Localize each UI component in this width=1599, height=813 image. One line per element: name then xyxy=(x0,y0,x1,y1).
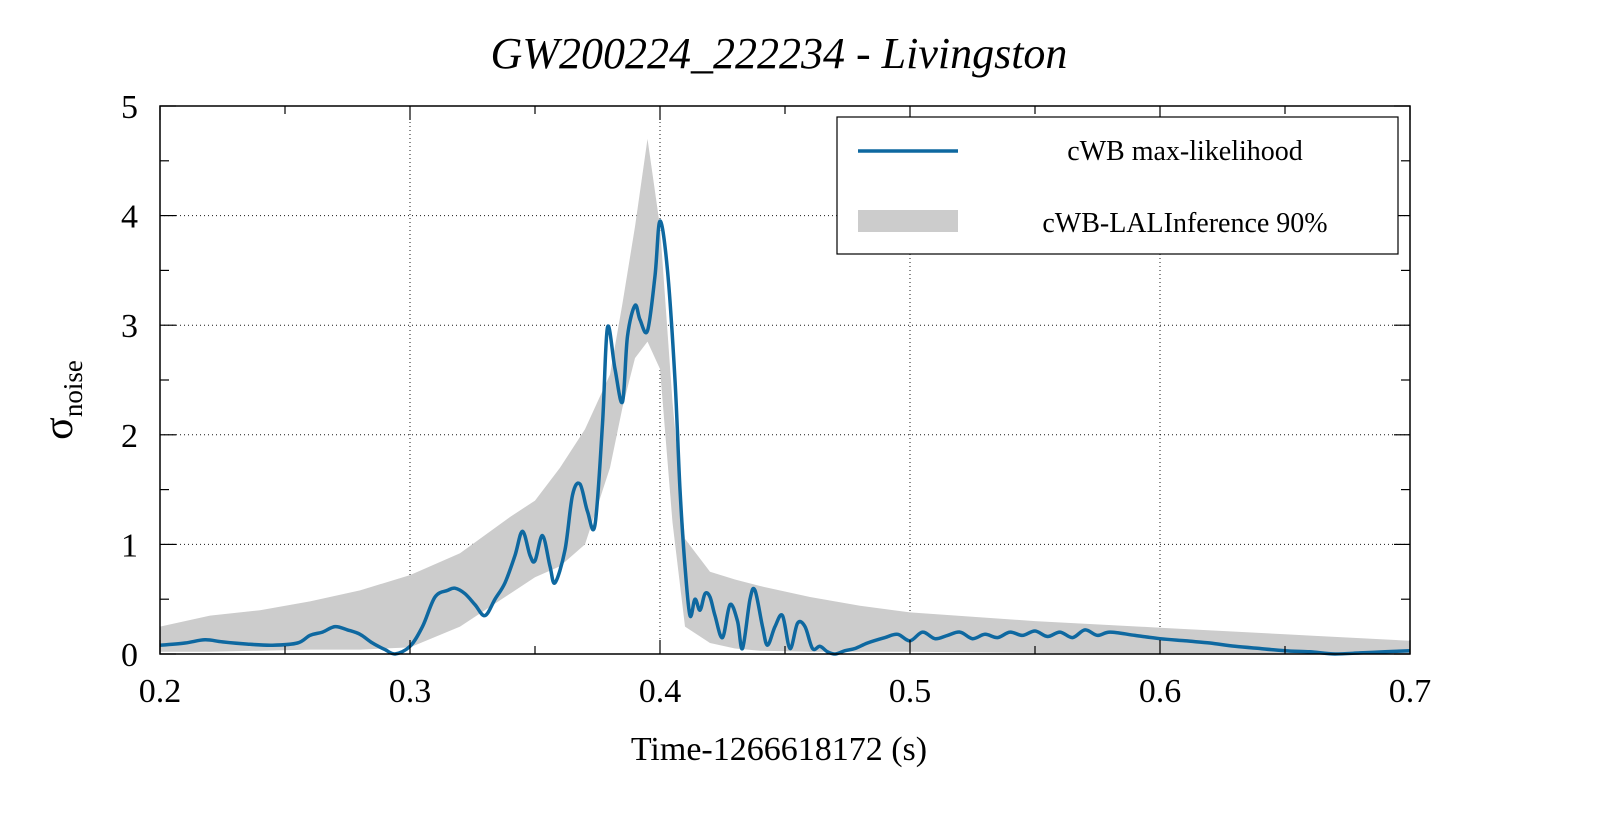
y-tick-label: 5 xyxy=(121,89,138,126)
x-tick-label: 0.6 xyxy=(1139,673,1182,710)
y-tick-labels: 0 1 2 3 4 5 xyxy=(121,89,138,674)
x-tick-label: 0.3 xyxy=(389,673,432,710)
legend-label-band: cWB-LALInference 90% xyxy=(1042,208,1327,239)
y-tick-label: 0 xyxy=(121,637,138,674)
y-tick-label: 2 xyxy=(121,418,138,455)
legend: cWB max-likelihood cWB-LALInference 90% xyxy=(836,116,1399,255)
x-tick-labels: 0.2 0.3 0.4 0.5 0.6 0.7 xyxy=(139,673,1432,710)
x-tick-label: 0.2 xyxy=(139,673,182,710)
y-axis-label-group: σnoise xyxy=(36,360,88,440)
legend-swatch-band xyxy=(858,210,958,232)
x-tick-label: 0.7 xyxy=(1389,673,1432,710)
y-tick-label: 4 xyxy=(121,199,138,236)
y-axis-label-sub: noise xyxy=(58,360,88,417)
y-tick-label: 3 xyxy=(121,308,138,345)
y-tick-label: 1 xyxy=(121,527,138,564)
grid xyxy=(160,106,1410,654)
x-axis-label: Time-1266618172 (s) xyxy=(631,731,927,768)
max-likelihood-line-layer xyxy=(159,219,1411,656)
y-axis-label: σnoise xyxy=(36,360,88,440)
y-axis-label-main: σ xyxy=(36,417,82,440)
series-line-cwb-max-likelihood xyxy=(159,219,1411,656)
x-tick-label: 0.5 xyxy=(889,673,932,710)
axis-ticks xyxy=(159,105,1411,655)
chart-title: GW200224_222234 - Livingston xyxy=(491,29,1068,78)
x-tick-label: 0.4 xyxy=(639,673,682,710)
legend-label-max-likelihood: cWB max-likelihood xyxy=(1067,136,1303,167)
